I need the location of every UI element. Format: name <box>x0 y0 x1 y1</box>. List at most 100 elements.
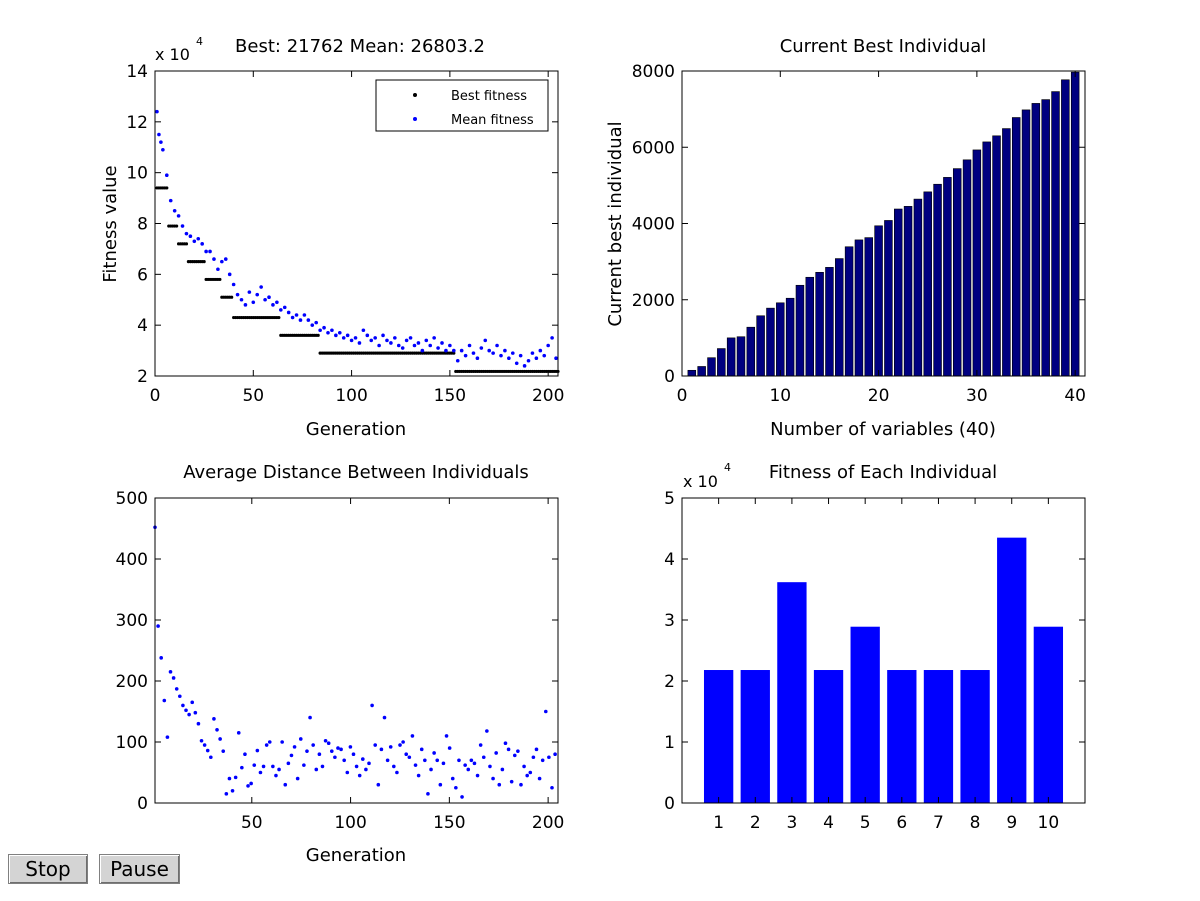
best-fitness-point <box>316 333 320 337</box>
mean-fitness-point <box>365 333 370 338</box>
distance-ytick-label: 300 <box>116 611 148 631</box>
individual-fitness-bar <box>960 670 990 803</box>
distance-point <box>193 710 198 715</box>
distance-point <box>472 761 477 766</box>
mean-fitness-point <box>444 348 448 353</box>
best-individual-plot: Current Best Individual Number of variab… <box>605 36 1086 440</box>
distance-point <box>174 687 179 691</box>
distance-point <box>373 743 378 747</box>
best-fitness-point <box>218 277 222 282</box>
distance-point <box>388 745 393 749</box>
mean-fitness-point <box>404 338 409 343</box>
distance-point <box>475 773 480 778</box>
individual-fitness-bar <box>923 670 954 803</box>
distance-point <box>181 703 185 708</box>
distance-point <box>311 743 315 747</box>
mean-fitness-point <box>282 305 287 310</box>
best-individual-bar <box>933 183 942 377</box>
mean-fitness-point <box>164 173 169 178</box>
mean-fitness-point <box>255 292 260 297</box>
mean-fitness-point <box>200 242 204 246</box>
best-individual-bar <box>992 135 1001 377</box>
distance-point <box>503 741 508 746</box>
stop-button[interactable]: Stop <box>8 854 88 884</box>
mean-fitness-point <box>530 351 535 355</box>
distance-plot-title: Average Distance Between Individuals <box>183 462 529 483</box>
best-individual-bar <box>972 149 982 377</box>
distance-point <box>519 782 523 787</box>
mean-fitness-point <box>314 320 319 325</box>
distance-point <box>261 764 266 769</box>
distance-point <box>240 765 244 770</box>
individual-fitness-bar <box>777 582 807 803</box>
mean-fitness-point <box>353 336 358 340</box>
distance-point <box>488 764 492 769</box>
distance-point <box>491 776 495 781</box>
mean-fitness-point <box>349 338 354 343</box>
fitness-ytick-label: 14 <box>126 62 148 82</box>
best-individual-ytick-label: 6000 <box>632 138 675 158</box>
best-individual-bar <box>913 198 923 377</box>
mean-fitness-point <box>393 336 397 340</box>
mean-fitness-point <box>247 290 252 294</box>
mean-fitness-point <box>424 338 429 343</box>
mean-fitness-point <box>554 356 558 361</box>
distance-point <box>537 776 542 781</box>
individual-fitness-xtick-label: 4 <box>823 813 834 833</box>
distance-point <box>450 776 455 781</box>
mean-fitness-point <box>341 336 346 340</box>
mean-fitness-point <box>420 348 425 353</box>
distance-point <box>227 776 232 781</box>
legend-mean-marker <box>413 117 417 121</box>
distance-point <box>494 751 498 755</box>
fitness-legend: Best fitness Mean fitness <box>375 79 549 132</box>
distance-point <box>460 795 464 799</box>
best-individual-bar <box>923 191 932 377</box>
mean-fitness-point <box>279 308 283 312</box>
distance-point <box>339 747 343 752</box>
mean-fitness-point <box>310 323 315 327</box>
distance-ytick-label: 200 <box>116 672 148 692</box>
distance-point <box>553 752 557 756</box>
distance-point <box>233 775 238 780</box>
legend-best-label: Best fitness <box>451 89 527 104</box>
distance-point <box>410 734 415 738</box>
mean-fitness-point <box>463 353 468 358</box>
distance-point <box>357 773 362 778</box>
mean-fitness-point <box>471 351 476 355</box>
mean-fitness-point <box>514 361 519 366</box>
mean-fitness-point <box>436 346 440 350</box>
mean-fitness-point <box>538 348 543 353</box>
distance-point <box>302 763 306 767</box>
mean-fitness-point <box>428 343 433 348</box>
best-fitness-point <box>277 315 281 320</box>
individual-fitness-xtick-label: 9 <box>1006 813 1017 833</box>
mean-fitness-point <box>381 333 385 338</box>
distance-point <box>289 753 294 758</box>
distance-point <box>252 763 257 767</box>
individual-fitness-bar <box>813 670 844 803</box>
fitness-xtick-label: 0 <box>150 386 161 406</box>
distance-point <box>292 745 297 749</box>
mean-fitness-point <box>483 338 488 343</box>
mean-fitness-point <box>322 325 326 330</box>
distance-point <box>305 749 309 753</box>
distance-point <box>283 782 288 787</box>
distance-point <box>382 715 387 720</box>
mean-fitness-point <box>204 249 208 254</box>
individual-fitness-xtick-label: 8 <box>970 813 981 833</box>
individual-fitness-xtick-label: 1 <box>713 813 724 833</box>
individual-fitness-xtick-label: 7 <box>933 813 944 833</box>
mean-fitness-point <box>180 224 185 228</box>
mean-fitness-point <box>412 343 417 348</box>
fitness-ytick-label: 12 <box>126 113 148 133</box>
fitness-plot: Best: 21762 Mean: 26803.2 x 10 4 Generat… <box>100 35 564 440</box>
distance-point <box>178 694 182 699</box>
distance-point <box>447 746 452 750</box>
pause-button[interactable]: Pause <box>99 854 180 884</box>
best-individual-bar <box>785 297 795 377</box>
legend-box <box>375 79 549 132</box>
distance-point <box>258 770 263 775</box>
best-individual-xlabel: Number of variables (40) <box>770 419 996 440</box>
mean-fitness-point <box>176 214 181 218</box>
